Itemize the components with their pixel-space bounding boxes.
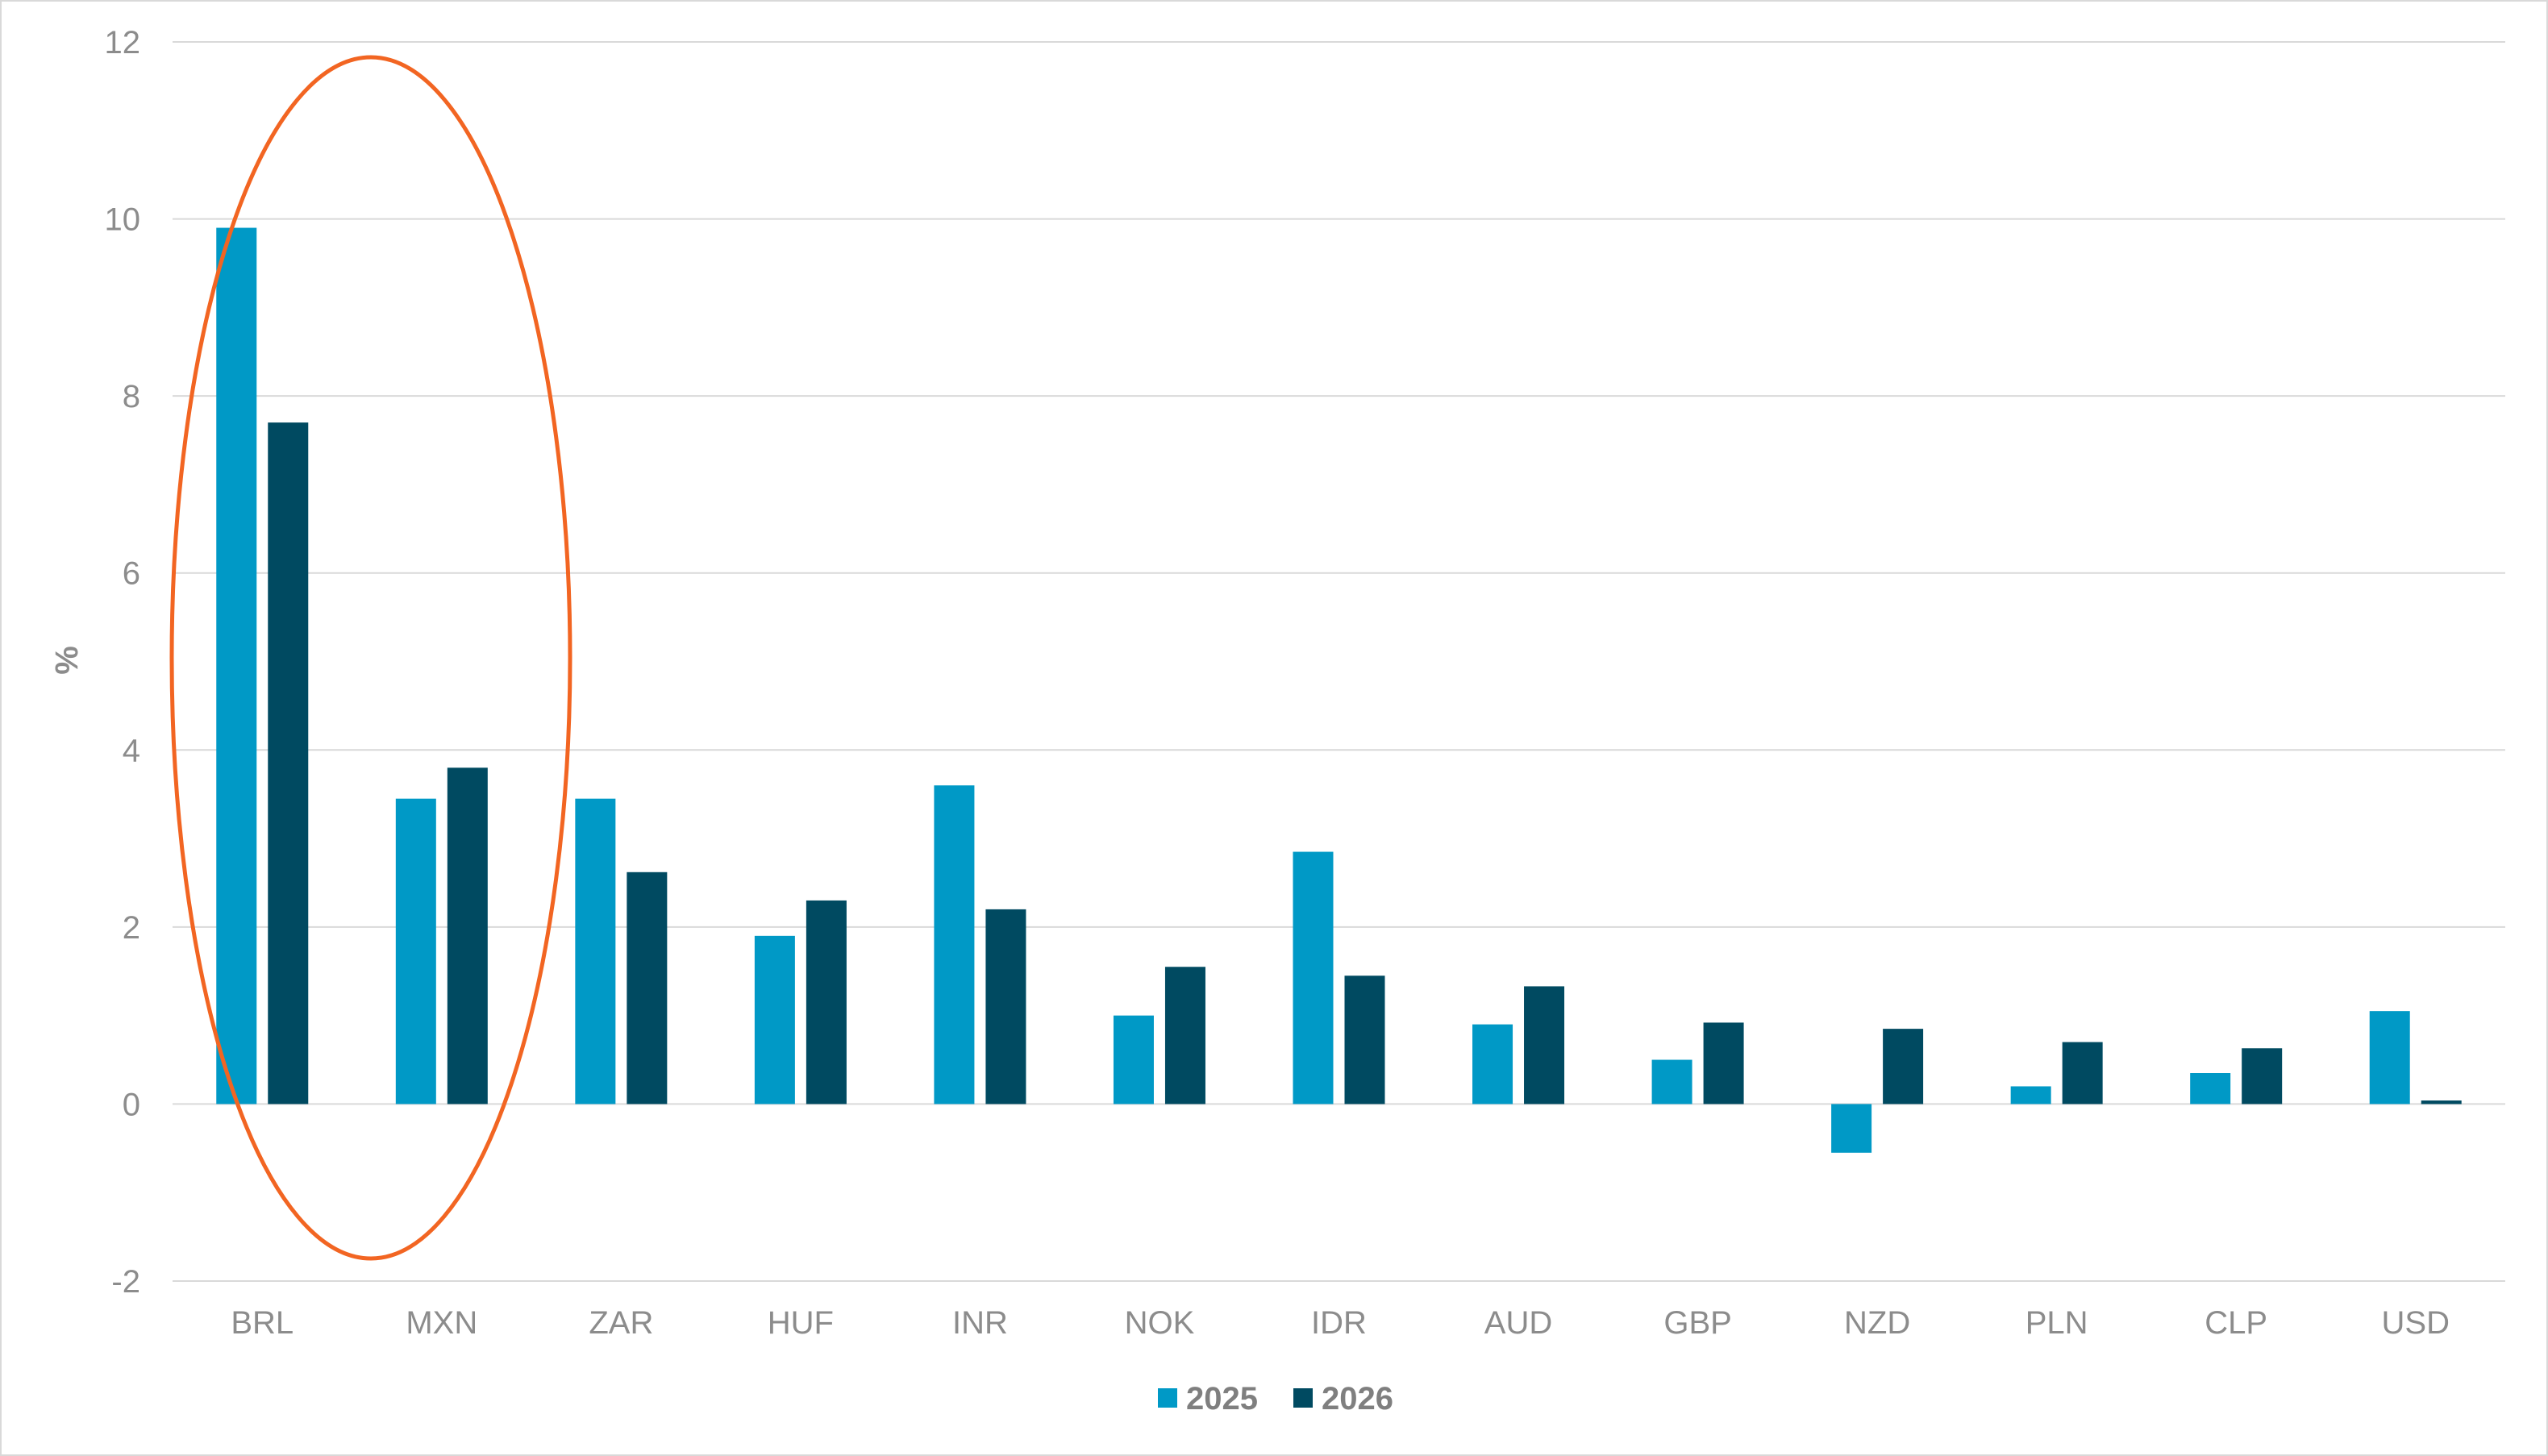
legend-label-2025: 2025 — [1186, 1381, 1258, 1416]
bar-nzd-2026 — [1883, 1029, 1924, 1104]
legend: 2025 2026 — [1158, 1381, 1393, 1416]
highlight-ellipse — [169, 55, 572, 1261]
bar-pln-2025 — [2010, 1086, 2051, 1104]
bar-aud-2026 — [1524, 986, 1565, 1104]
bar-nok-2026 — [1164, 967, 1205, 1104]
x-tick-label: NZD — [1844, 1305, 1910, 1341]
annotation — [169, 55, 572, 1261]
x-axis-ticks: BRL MXN ZAR HUF INR NOK IDR AUD GBP NZD PLN CLP USD — [231, 1305, 2450, 1341]
bar-huf-2025 — [754, 935, 795, 1104]
bar-inr-2025 — [934, 785, 975, 1104]
bar-usd-2026 — [2421, 1100, 2462, 1104]
y-axis-title: % — [49, 646, 85, 675]
bar-brl-2026 — [268, 422, 309, 1104]
x-tick-label: USD — [2382, 1305, 2450, 1341]
bar-pln-2026 — [2062, 1042, 2103, 1104]
x-tick-label: BRL — [231, 1305, 294, 1341]
y-tick-label: 4 — [123, 733, 140, 768]
x-tick-label: HUF — [768, 1305, 834, 1341]
x-tick-label: NOK — [1125, 1305, 1195, 1341]
x-tick-label: GBP — [1663, 1305, 1731, 1341]
bar-mxn-2026 — [447, 768, 488, 1104]
x-tick-label: PLN — [2025, 1305, 2088, 1341]
bar-inr-2026 — [985, 909, 1026, 1104]
bar-mxn-2025 — [395, 798, 436, 1104]
gridlines — [173, 41, 2505, 1282]
y-tick-label: 12 — [105, 25, 141, 60]
x-tick-label: AUD — [1484, 1305, 1552, 1341]
y-tick-label: 2 — [123, 910, 140, 946]
x-tick-label: ZAR — [589, 1305, 653, 1341]
bar-usd-2025 — [2369, 1011, 2410, 1104]
bar-idr-2025 — [1293, 851, 1334, 1104]
bar-huf-2026 — [806, 900, 847, 1104]
y-tick-label: 10 — [105, 202, 141, 238]
x-tick-label: IDR — [1311, 1305, 1367, 1341]
y-tick-label: 0 — [123, 1087, 140, 1122]
bar-gbp-2026 — [1703, 1022, 1744, 1104]
y-tick-label: 6 — [123, 556, 140, 592]
bar-zar-2025 — [575, 798, 616, 1104]
bar-zar-2026 — [627, 872, 668, 1104]
bar-brl-2025 — [216, 227, 257, 1104]
x-tick-label: MXN — [406, 1305, 477, 1341]
y-axis-ticks: -2 0 2 4 6 8 10 12 — [105, 25, 141, 1300]
bar-aud-2025 — [1472, 1024, 1513, 1104]
bars — [216, 227, 2462, 1153]
bar-clp-2025 — [2190, 1073, 2231, 1104]
bar-gbp-2025 — [1651, 1059, 1692, 1104]
bar-clp-2026 — [2242, 1048, 2283, 1104]
y-tick-label: -2 — [111, 1264, 140, 1300]
bar-nzd-2025 — [1831, 1104, 1872, 1153]
legend-swatch-2025 — [1158, 1388, 1177, 1408]
legend-swatch-2026 — [1293, 1388, 1313, 1408]
legend-label-2026: 2026 — [1322, 1381, 1393, 1416]
y-tick-label: 8 — [123, 379, 140, 414]
x-tick-label: CLP — [2205, 1305, 2267, 1341]
bar-idr-2026 — [1344, 976, 1385, 1104]
x-tick-label: INR — [952, 1305, 1008, 1341]
bar-nok-2025 — [1113, 1015, 1154, 1104]
